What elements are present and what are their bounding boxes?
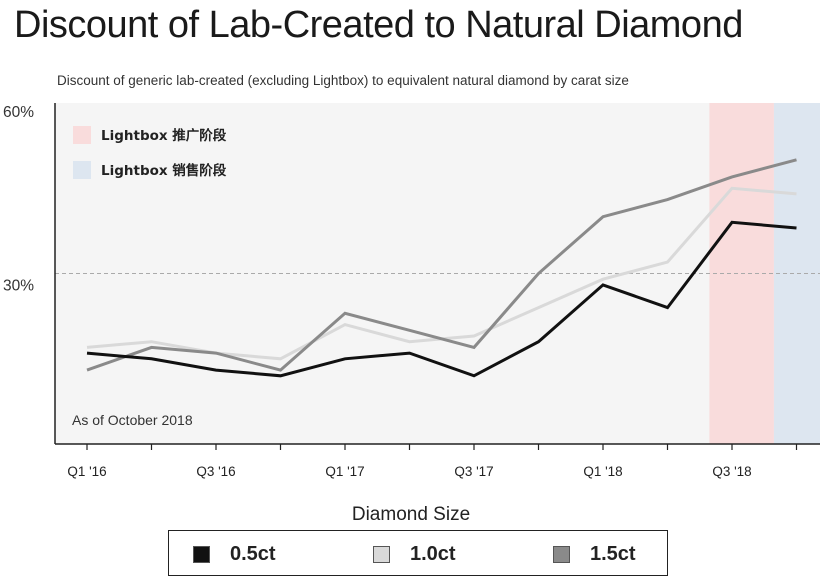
legend-label-1-5ct: 1.5ct: [590, 543, 636, 565]
phase-legend: Lightbox 推广阶段 Lightbox 销售阶段: [73, 126, 227, 179]
phase-legend-label-1: Lightbox 销售阶段: [101, 162, 227, 179]
as-of-note: As of October 2018: [72, 412, 193, 428]
legend-swatch-0-5ct: [193, 546, 210, 563]
series-line-1-5ct: [86, 158, 797, 372]
legend-label-0-5ct: 0.5ct: [230, 543, 276, 565]
legend-swatch-1-0ct: [373, 546, 390, 563]
phase-legend-label-0: Lightbox 推广阶段: [101, 127, 227, 144]
x-tick-label-3: Q3 '17: [454, 464, 493, 479]
x-tick-label-5: Q3 '18: [712, 464, 751, 479]
x-tick-label-1: Q3 '16: [196, 464, 235, 479]
phase-legend-swatch-1: [73, 161, 91, 179]
y-tick-label-0: 60%: [3, 104, 34, 121]
legend-label-1-0ct: 1.0ct: [410, 543, 456, 565]
y-tick-label-1: 30%: [3, 278, 34, 295]
series-legend: 0.5ct 1.0ct 1.5ct: [168, 530, 668, 576]
series-lines: [86, 158, 797, 378]
legend-item-1-5ct: 1.5ct: [553, 543, 636, 566]
x-tick-label-4: Q1 '18: [583, 464, 622, 479]
chart-title: Discount of Lab-Created to Natural Diamo…: [14, 4, 743, 46]
x-tick-label-2: Q1 '17: [325, 464, 364, 479]
legend-item-0-5ct: 0.5ct: [193, 543, 276, 566]
phase-legend-swatch-0: [73, 126, 91, 144]
x-tick-label-0: Q1 '16: [67, 464, 106, 479]
legend-item-1-0ct: 1.0ct: [373, 543, 456, 566]
legend-swatch-1-5ct: [553, 546, 570, 563]
series-line-0-5ct: [86, 220, 797, 378]
x-axis-title: Diamond Size: [352, 504, 470, 525]
axis-labels: 60% 30% Q1 '16 Q3 '16 Q1 '17 Q3 '17 Q1 '18 Q3 '…: [3, 104, 752, 525]
chart-subtitle: Discount of generic lab-created (excludi…: [57, 73, 629, 88]
